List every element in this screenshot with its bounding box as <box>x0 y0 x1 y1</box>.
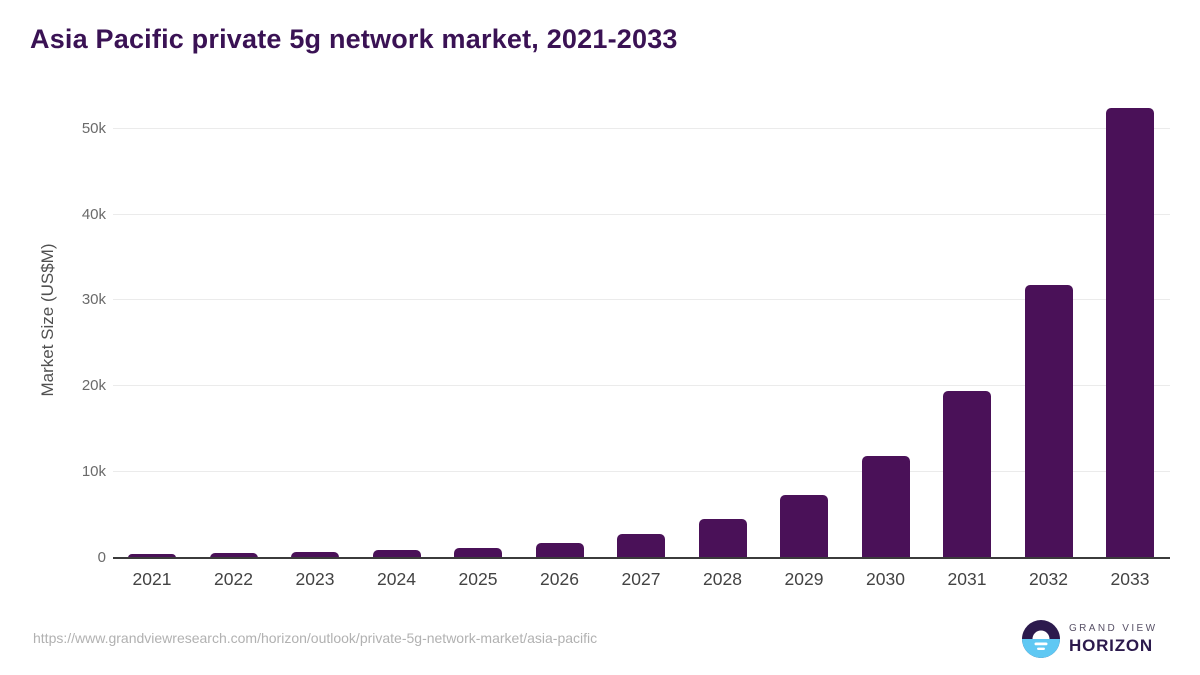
brand-name-grand-view: GRAND VIEW <box>1069 623 1158 634</box>
source-url: https://www.grandviewresearch.com/horizo… <box>33 630 598 646</box>
x-tick-label-2031: 2031 <box>947 569 987 589</box>
y-tick-label-50k: 50k <box>81 119 106 137</box>
bar-2027 <box>617 533 665 558</box>
x-tick-label-2028: 2028 <box>703 569 742 589</box>
y-axis-title: Market Size (US$M) <box>38 243 57 397</box>
x-tick-label-2024: 2024 <box>377 569 416 589</box>
bar-2031 <box>943 390 991 558</box>
y-tick-label-0: 0 <box>97 549 106 566</box>
bar-2022 <box>209 552 258 558</box>
bar-2028 <box>698 519 747 558</box>
chart-title: Asia Pacific private 5g network market, … <box>30 24 678 54</box>
y-tick-label-10k: 10k <box>81 463 106 481</box>
gridline-10k <box>113 471 1170 473</box>
x-tick-label-2029: 2029 <box>784 569 824 589</box>
gridline-30k <box>113 299 1170 301</box>
x-tick-label-2021: 2021 <box>132 569 172 589</box>
x-tick-label-2030: 2030 <box>866 569 905 589</box>
x-axis-line <box>113 557 1170 559</box>
gridline-20k <box>113 385 1170 387</box>
bar-2026 <box>535 543 584 558</box>
bar-2033 <box>1106 108 1154 558</box>
x-tick-label-2022: 2022 <box>214 569 253 589</box>
brand-logo: GRAND VIEW HORIZON <box>1022 620 1157 658</box>
bar-2021 <box>128 554 176 558</box>
y-tick-label-20k: 20k <box>81 377 106 395</box>
bar-2023 <box>291 551 339 558</box>
bar-2025 <box>454 547 502 558</box>
x-tick-label-2033: 2033 <box>1110 569 1150 589</box>
plot-area <box>113 103 1170 559</box>
x-tick-label-2032: 2032 <box>1029 569 1068 589</box>
x-tick-label-2023: 2023 <box>295 569 335 589</box>
y-tick-label-40k: 40k <box>81 205 106 223</box>
bar-2032 <box>1024 285 1073 558</box>
gridline-40k <box>113 213 1170 215</box>
brand-logo-text: GRAND VIEW HORIZON <box>1069 623 1157 655</box>
bar-2030 <box>861 455 910 558</box>
y-tick-label-30k: 30k <box>81 291 106 309</box>
bar-2024 <box>372 550 421 558</box>
x-tick-label-2025: 2025 <box>458 569 498 589</box>
horizon-sun-logo-icon <box>1022 620 1060 658</box>
bar-2029 <box>780 495 828 558</box>
x-tick-label-2027: 2027 <box>621 569 661 589</box>
x-tick-label-2026: 2026 <box>540 569 579 589</box>
brand-name-horizon: HORIZON <box>1069 636 1153 655</box>
gridline-50k <box>113 127 1170 129</box>
